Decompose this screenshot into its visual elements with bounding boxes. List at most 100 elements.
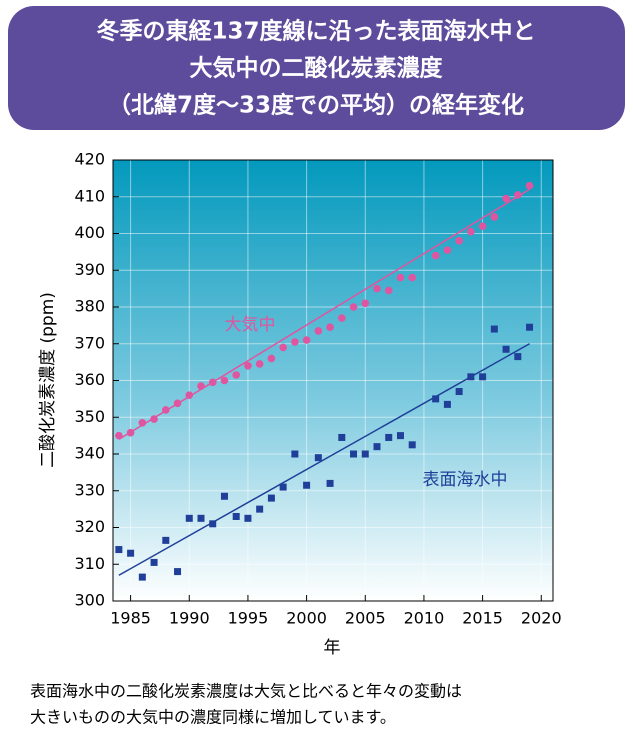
point [467,227,475,236]
title: （北緯7度～33度での平均）の経年変化 [108,92,524,119]
y-tick-label: 320 [74,517,105,536]
point [443,246,452,254]
point [502,345,510,353]
trend-line [118,343,530,576]
title-box [8,6,625,130]
point [303,481,311,489]
series-label: 表面海水中 [423,470,508,490]
y-tick-label: 340 [74,444,105,463]
point [267,494,275,502]
point [208,378,217,387]
x-tick-label: 2000 [286,609,327,628]
point [244,362,252,370]
point [138,418,147,427]
point [314,327,323,335]
point [115,546,123,554]
point [126,428,135,437]
x-axis-label: 年 [324,638,341,658]
y-tick-label: 370 [74,333,105,352]
point [197,514,205,522]
point [256,505,264,513]
point [150,415,158,423]
point [173,399,182,408]
x-tick-label: 2010 [404,609,445,628]
point [455,388,463,396]
y-tick-label: 400 [74,223,105,242]
caption: 大きいものの大気中の濃度同様に増加しています。 [30,708,396,727]
point [150,558,158,566]
point [197,382,205,390]
series-label: 大気中 [225,315,276,335]
point [490,325,498,333]
y-tick-label: 390 [74,260,105,279]
point [244,514,252,522]
title: 大気中の二酸化炭素濃度 [190,55,444,82]
point [490,213,499,221]
point [302,336,311,344]
point [209,520,217,528]
x-tick-label: 2020 [521,609,562,628]
point [373,284,381,293]
point [115,431,123,440]
point [279,483,287,491]
point [291,450,299,458]
point [349,303,358,311]
point [526,323,534,331]
point [127,549,135,557]
point [220,376,229,385]
x-tick-label: 1985 [110,609,151,628]
y-tick-label: 360 [74,370,105,389]
point [232,512,240,520]
point [326,479,334,487]
y-tick-label: 300 [74,591,105,610]
point [291,338,299,346]
point [232,371,240,379]
point [479,373,487,381]
point [162,536,170,544]
point [185,514,193,522]
y-tick-label: 420 [74,150,105,169]
title: 冬季の東経137度線に沿った表面海水中と [96,18,535,45]
point [162,406,170,414]
point [350,450,358,458]
point [514,191,522,199]
point [396,432,404,440]
caption: 表面海水中の二酸化炭素濃度は大気と比べると年々の変動は [30,682,462,701]
point [384,286,393,295]
point [361,450,369,458]
point [185,391,194,400]
point [525,181,534,190]
point [502,194,510,203]
y-tick-label: 410 [74,186,105,205]
point [373,443,381,451]
point [255,360,264,368]
y-tick-label: 380 [74,297,105,316]
point [455,237,463,245]
point [338,433,346,441]
point [514,353,522,361]
point [361,299,370,308]
point [279,343,287,352]
point [326,323,334,332]
point [408,441,416,449]
point [138,573,146,581]
y-axis-label: 二酸化炭素濃度 (ppm) [38,292,58,468]
point [431,251,440,260]
point [220,492,228,500]
point [478,222,487,230]
x-tick-label: 2015 [462,609,503,628]
point [267,354,276,363]
point [408,273,417,282]
point [443,400,451,408]
x-tick-label: 2005 [345,609,386,628]
point [385,433,393,441]
plot-frame [112,159,554,602]
x-tick-label: 1990 [169,609,210,628]
point [432,395,440,403]
point [338,314,346,322]
y-tick-label: 330 [74,480,105,499]
x-tick-label: 1995 [228,609,269,628]
point [467,373,475,381]
